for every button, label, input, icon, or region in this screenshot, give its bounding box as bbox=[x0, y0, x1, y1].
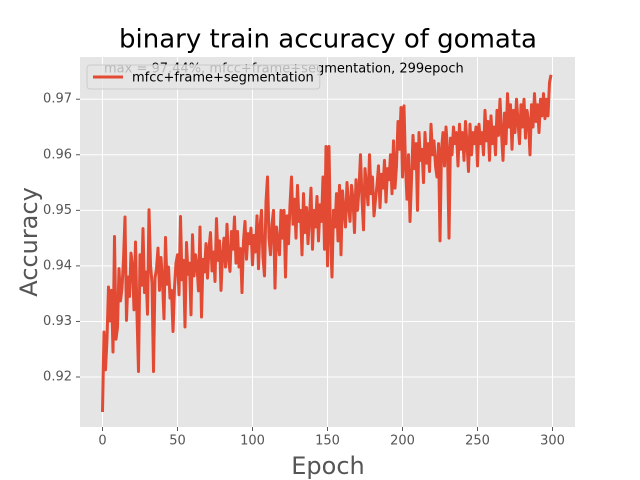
legend: mfcc+frame+segmentation bbox=[86, 64, 321, 90]
chart-title: binary train accuracy of gomata bbox=[119, 25, 537, 55]
x-tick-label: 300 bbox=[540, 434, 565, 449]
x-tick-label: 0 bbox=[98, 434, 106, 449]
legend-box bbox=[86, 64, 321, 90]
y-tick-label: 0.94 bbox=[43, 258, 72, 273]
x-axis-label: Epoch bbox=[291, 452, 365, 480]
marks bbox=[101, 74, 553, 413]
y-tick-label: 0.96 bbox=[43, 147, 72, 162]
legend-label: mfcc+frame+segmentation bbox=[132, 71, 314, 86]
data-line bbox=[101, 74, 553, 413]
y-axis-label: Accuracy bbox=[15, 187, 43, 297]
y-tick-label: 0.92 bbox=[43, 370, 72, 385]
x-tick-label: 200 bbox=[390, 434, 415, 449]
y-tick-label: 0.97 bbox=[43, 92, 72, 107]
y-tick-label: 0.93 bbox=[43, 314, 72, 329]
x-tick-label: 150 bbox=[315, 434, 340, 449]
x-tick-label: 250 bbox=[465, 434, 490, 449]
y-tick-label: 0.95 bbox=[43, 203, 72, 218]
x-tick-label: 100 bbox=[240, 434, 265, 449]
x-tick-label: 50 bbox=[169, 434, 186, 449]
